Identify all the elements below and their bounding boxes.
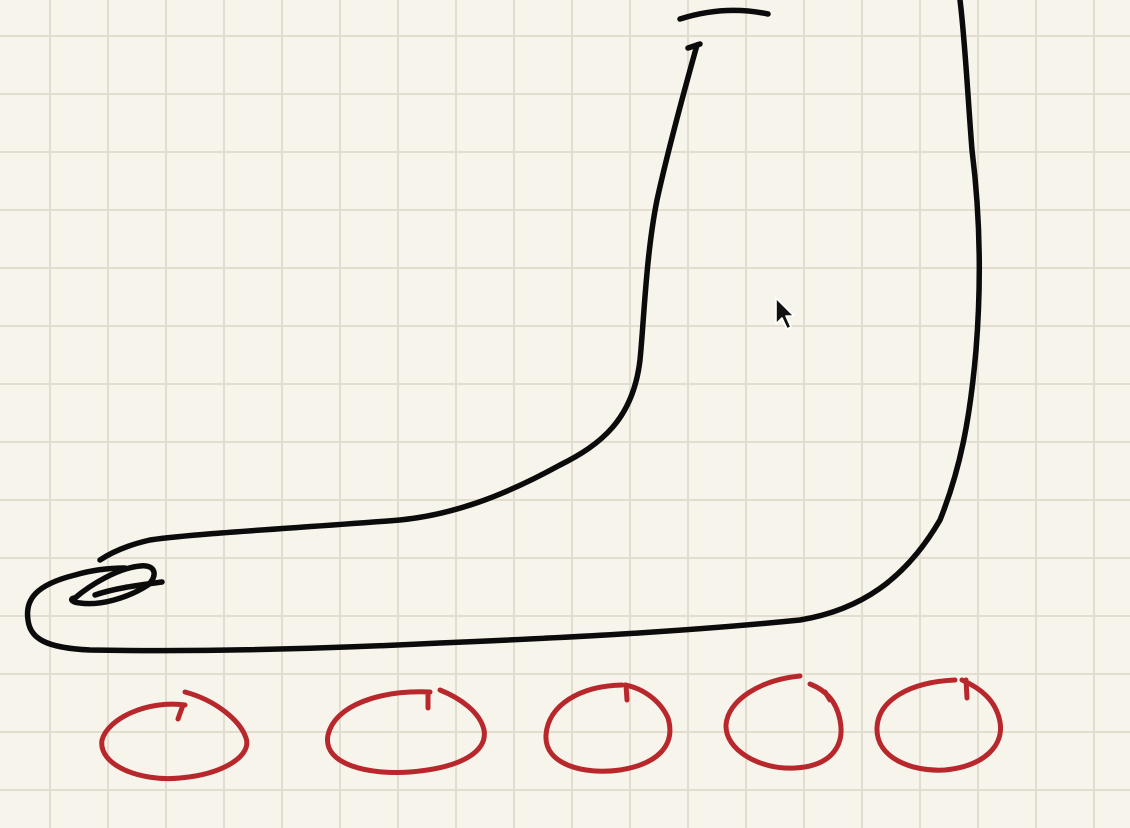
foot-outline-inner-stroke — [97, 42, 700, 563]
foot-outline-outer-stroke — [24, 0, 983, 654]
toe-nail — [68, 563, 165, 607]
red-circle — [874, 677, 1004, 773]
foot-outline — [24, 0, 983, 654]
foot-top-cut-mark — [677, 7, 771, 22]
arrow-pointer-icon — [775, 297, 795, 330]
cursor-arrow — [775, 297, 795, 330]
red-circles — [99, 673, 1004, 782]
red-circle — [99, 689, 250, 782]
red-circle — [543, 682, 673, 774]
foot-top-cut-tick — [685, 41, 703, 51]
toe-nail-mark — [92, 579, 165, 598]
red-circle — [723, 673, 844, 771]
red-circle — [325, 687, 487, 775]
